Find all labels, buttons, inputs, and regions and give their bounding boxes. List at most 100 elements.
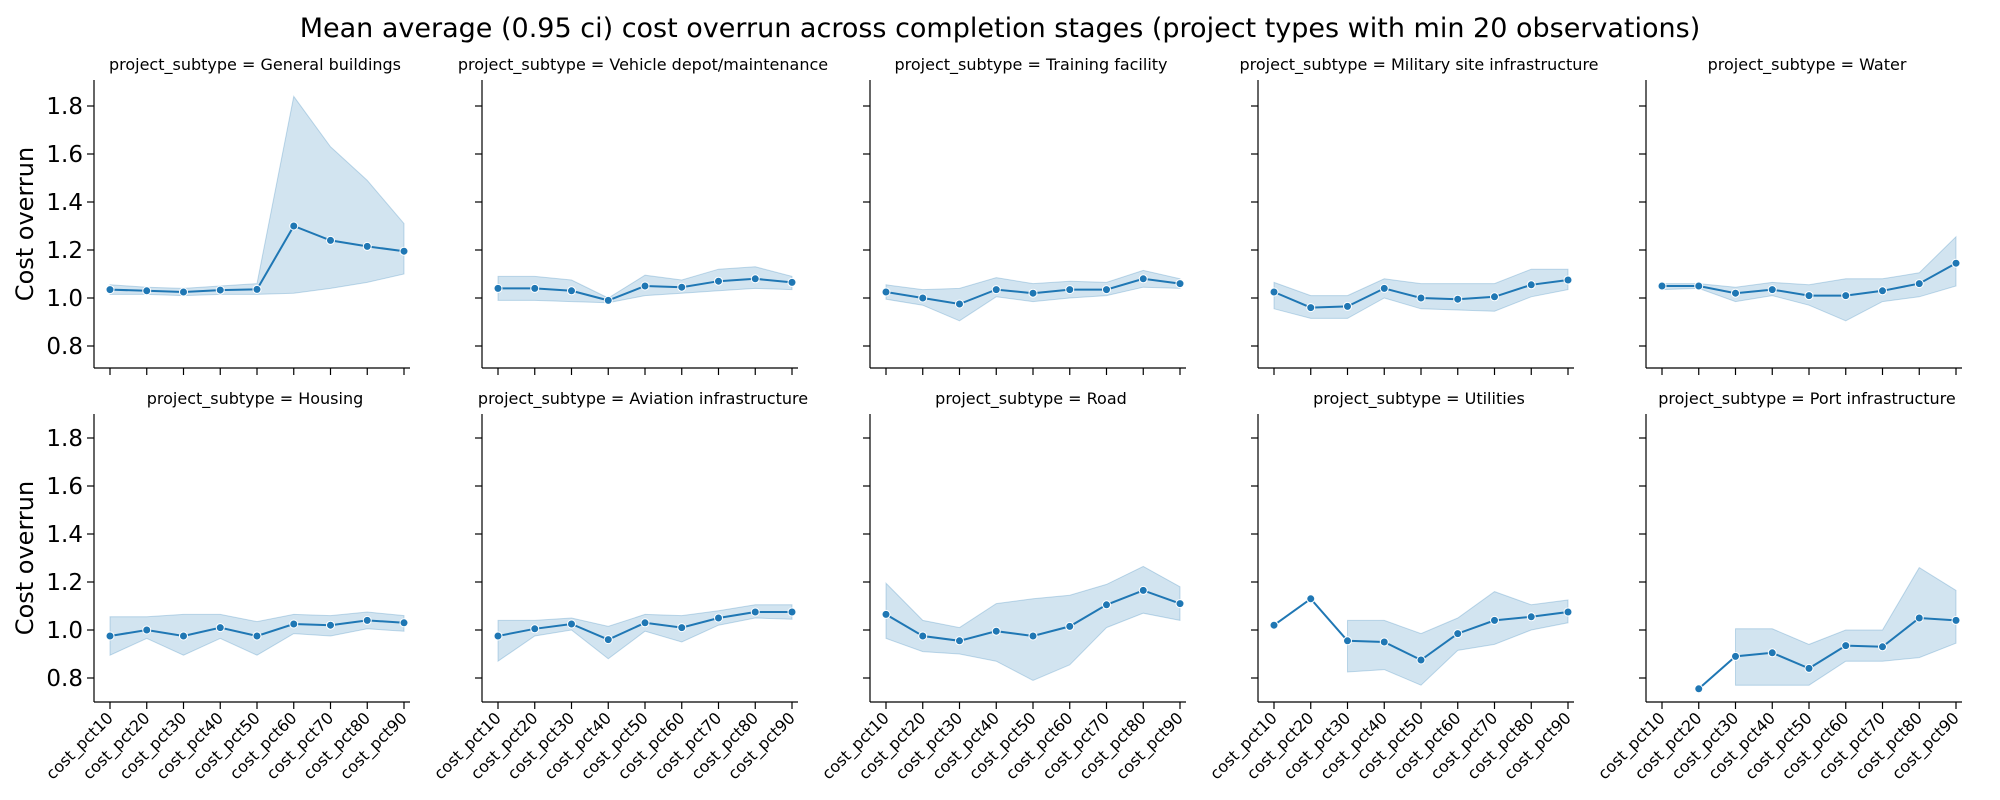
- confidence-band: [1347, 591, 1569, 686]
- panel-title: project_subtype = Housing: [147, 389, 364, 409]
- data-point: [289, 619, 299, 629]
- data-point: [326, 620, 335, 630]
- data-point: [1102, 285, 1111, 295]
- panel-title: project_subtype = Military site infrastr…: [1239, 55, 1598, 75]
- data-point: [362, 241, 372, 251]
- data-point: [991, 626, 1001, 636]
- data-point: [289, 221, 299, 231]
- data-point: [714, 276, 723, 286]
- data-point: [1841, 641, 1851, 651]
- data-point: [1841, 291, 1851, 301]
- data-point: [1694, 281, 1704, 291]
- data-point: [252, 284, 262, 294]
- facet-panel: project_subtype = Port infrastructurecos…: [1594, 389, 1964, 784]
- facet-panel: project_subtype = Water: [1639, 55, 1962, 375]
- data-point: [1416, 655, 1426, 665]
- data-point: [1914, 279, 1924, 289]
- data-point: [399, 618, 409, 628]
- data-point: [1804, 663, 1814, 673]
- data-point: [1065, 621, 1075, 631]
- chart-title: Mean average (0.95 ci) cost overrun acro…: [300, 13, 1701, 44]
- data-point: [142, 625, 152, 635]
- confidence-band: [109, 95, 405, 297]
- data-point: [399, 246, 409, 256]
- mean-line: [1698, 616, 1957, 690]
- data-point: [1343, 301, 1352, 311]
- data-point: [1731, 288, 1740, 298]
- y-tick-label: 0.8: [46, 666, 83, 692]
- data-point: [1306, 594, 1316, 604]
- panel-title: project_subtype = Utilities: [1313, 389, 1525, 409]
- y-tick-label: 1.6: [46, 474, 83, 500]
- facet-panel: project_subtype = Roadcost_pct10cost_pct…: [818, 389, 1188, 784]
- y-tick-label: 1.2: [46, 238, 83, 264]
- data-point: [955, 636, 964, 646]
- data-point: [215, 285, 225, 295]
- facet-panel: project_subtype = Aviation infrastructur…: [430, 389, 808, 784]
- data-point: [215, 623, 225, 633]
- data-point: [1951, 615, 1961, 625]
- data-point: [677, 282, 687, 292]
- data-point: [1379, 283, 1389, 293]
- facet-panel: project_subtype = Training facility: [863, 55, 1186, 375]
- panel-title: project_subtype = Aviation infrastructur…: [478, 389, 808, 409]
- y-tick-label: 1.8: [46, 94, 83, 120]
- y-tick-label: 1.2: [46, 570, 83, 596]
- data-point: [179, 631, 188, 641]
- facet-panel: project_subtype = General buildings 0.8 1.…: [11, 55, 410, 375]
- y-tick-label: 1.4: [46, 522, 83, 548]
- panel-title: project_subtype = Vehicle depot/maintena…: [458, 55, 828, 75]
- data-point: [567, 286, 576, 296]
- data-point: [1028, 288, 1038, 298]
- data-point: [750, 607, 760, 617]
- data-point: [1563, 607, 1573, 617]
- data-point: [179, 287, 188, 297]
- data-point: [1767, 285, 1777, 295]
- panel-title: project_subtype = General buildings: [109, 55, 401, 75]
- data-point: [918, 631, 928, 641]
- facet-panel: project_subtype = Military site infrastr…: [1239, 55, 1599, 375]
- data-point: [1343, 636, 1352, 646]
- data-point: [105, 285, 115, 295]
- data-point: [1563, 275, 1573, 285]
- data-point: [1657, 281, 1667, 291]
- data-point: [1416, 293, 1426, 303]
- data-point: [493, 283, 503, 293]
- facet-grid: project_subtype = General buildings 0.8 1.…: [11, 55, 1964, 784]
- data-point: [955, 299, 964, 309]
- y-axis-label: Cost overrun: [11, 481, 39, 635]
- data-point: [1878, 642, 1887, 652]
- data-point: [1731, 651, 1740, 661]
- panel-title: project_subtype = Port infrastructure: [1658, 389, 1956, 409]
- y-tick-label: 0.8: [46, 334, 83, 360]
- data-point: [1175, 599, 1185, 609]
- data-point: [567, 619, 576, 629]
- data-point: [1269, 620, 1279, 630]
- data-point: [1878, 286, 1887, 296]
- y-tick-label: 1.0: [46, 618, 83, 644]
- data-point: [787, 607, 797, 617]
- data-point: [105, 631, 115, 641]
- y-tick-label: 1.8: [46, 426, 83, 452]
- data-point: [326, 235, 335, 245]
- data-point: [787, 277, 797, 287]
- facet-panel: project_subtype = Vehicle depot/maintena…: [458, 55, 828, 375]
- data-point: [1526, 612, 1536, 622]
- facet-panel: project_subtype = Housing 0.8 1.0 1.2 1.4 1.6…: [11, 389, 412, 784]
- data-point: [252, 631, 262, 641]
- data-point: [530, 283, 540, 293]
- data-point: [1175, 279, 1185, 289]
- data-point: [1065, 285, 1075, 295]
- data-point: [362, 615, 372, 625]
- data-point: [1804, 291, 1814, 301]
- data-point: [881, 287, 891, 297]
- y-tick-label: 1.6: [46, 142, 83, 168]
- y-tick-label: 1.4: [46, 190, 83, 216]
- data-point: [918, 293, 928, 303]
- data-point: [640, 281, 650, 291]
- data-point: [1694, 684, 1704, 694]
- data-point: [1138, 585, 1148, 595]
- data-point: [1269, 287, 1279, 297]
- data-point: [1453, 294, 1463, 304]
